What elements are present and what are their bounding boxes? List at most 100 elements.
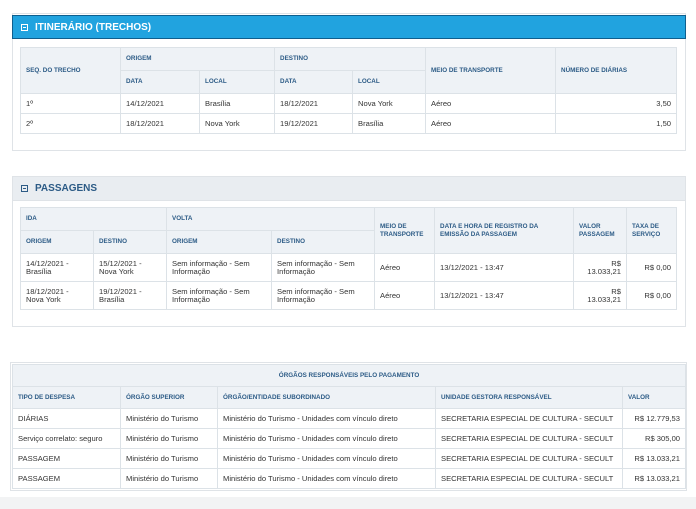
table-cell: 1,50 [555, 113, 678, 134]
itinerary-header[interactable]: ITINERÁRIO (TRECHOS) [12, 15, 686, 39]
table-cell: Sem informação - Sem Informação [166, 281, 273, 310]
table-cell: R$ 13.033,21 [621, 468, 687, 489]
tbody: 14/12/2021 - Brasília 15/12/2021 - Nova Y… [20, 253, 678, 310]
table-cell: Ministério do Turismo [120, 448, 218, 469]
column-header: ÓRGÃO/ENTIDADE SUBORDINADO [217, 386, 436, 409]
collapse-icon[interactable] [21, 23, 28, 31]
table-cell: Nova York [352, 93, 427, 114]
table-cell: 14/12/2021 - Brasília [20, 253, 94, 282]
tbody: DIÁRIAS Ministério do Turismo Ministério d… [12, 408, 687, 489]
table-cell: 18/12/2021 [274, 93, 354, 114]
table-cell: Ministério do Turismo [120, 428, 218, 449]
column-header: UNIDADE GESTORA RESPONSÁVEL [435, 386, 623, 409]
table-cell: Brasília [198, 93, 276, 114]
table-cell: Aéreo [425, 93, 557, 114]
table-row: PASSAGEM Ministério do Turismo Ministério … [12, 468, 687, 489]
table-cell: 15/12/2021 - Nova York [92, 253, 168, 282]
column-header: ORIGEM [166, 230, 273, 254]
column-header: DESTINO [92, 230, 168, 254]
table-cell: Aéreo [374, 281, 436, 310]
column-header: TAXA DE SERVIÇO [626, 207, 678, 254]
column-header: MEIO DE TRANSPORTE [374, 207, 436, 254]
table-cell: PASSAGEM [12, 448, 121, 469]
table-cell: 13/12/2021 - 13:47 [434, 281, 575, 310]
table-cell: Sem informação - Sem Informação [271, 253, 376, 282]
table-row: 1º 14/12/2021 Brasília 18/12/2021 Nova York A… [20, 93, 678, 114]
column-header: DATA E HORA DE REGISTRO DA EMISSÃO DA PA… [434, 207, 575, 254]
table-row: 2º 18/12/2021 Nova York 19/12/2021 Brasília A… [20, 113, 678, 134]
table-row: 18/12/2021 - Nova York 19/12/2021 - Brasí… [20, 281, 678, 310]
thead: SEQ. DO TRECHO ORIGEM DESTINO MEIO DE TRANS… [20, 47, 678, 94]
tr: ORIGEM DESTINO ORIGEM DESTINO [20, 230, 677, 254]
column-header: DESTINO [271, 230, 376, 254]
table-row: Serviço correlato: seguro Ministério do T… [12, 428, 687, 449]
column-header: LOCAL [352, 70, 427, 94]
table-cell: SECRETARIA ESPECIAL DE CULTURA - SECULT [435, 428, 623, 449]
table-cell: Sem informação - Sem Informação [166, 253, 273, 282]
table-cell: Serviço correlato: seguro [12, 428, 121, 449]
table-cell: SECRETARIA ESPECIAL DE CULTURA - SECULT [435, 448, 623, 469]
table-cell: Ministério do Turismo - Unidades com vín… [217, 408, 436, 429]
tr: TIPO DE DESPESA ÓRGÃO SUPERIOR ÓRGÃO/ENTID… [12, 386, 687, 409]
tickets-header[interactable]: PASSAGENS [13, 177, 685, 201]
table-cell: 18/12/2021 - Nova York [20, 281, 94, 310]
table-cell: 19/12/2021 - Brasília [92, 281, 168, 310]
itinerary-table: SEQ. DO TRECHO ORIGEM DESTINO MEIO DE TRANS… [20, 47, 678, 134]
table-cell: 2º [20, 113, 121, 134]
column-header: TIPO DE DESPESA [12, 386, 121, 409]
table-cell: Aéreo [374, 253, 436, 282]
column-header: VALOR PASSAGEM [573, 207, 628, 254]
table-cell: Ministério do Turismo [120, 468, 218, 489]
table-cell: R$ 13.033,21 [573, 253, 628, 282]
column-header: SEQ. DO TRECHO [20, 47, 121, 94]
column-header: ORIGEM [20, 230, 94, 254]
table-cell: R$ 0,00 [626, 281, 678, 310]
table-cell: DIÁRIAS [12, 408, 121, 429]
table-cell: 14/12/2021 [120, 93, 200, 114]
table-cell: Aéreo [425, 113, 557, 134]
column-header: DATA [120, 70, 200, 94]
column-header: MEIO DE TRANSPORTE [425, 47, 557, 94]
section-title: PASSAGENS [35, 183, 98, 194]
table-cell: SECRETARIA ESPECIAL DE CULTURA - SECULT [435, 468, 623, 489]
table-cell: Ministério do Turismo - Unidades com vín… [217, 448, 436, 469]
table-cell: SECRETARIA ESPECIAL DE CULTURA - SECULT [435, 408, 623, 429]
tr: ÓRGÃOS RESPONSÁVEIS PELO PAGAMENTO [11, 364, 687, 387]
table-cell: R$ 305,00 [621, 428, 687, 449]
table-cell: 18/12/2021 [120, 113, 200, 134]
table-cell: 3,50 [555, 93, 678, 114]
table-cell: R$ 12.779,53 [621, 408, 687, 429]
table-cell: Ministério do Turismo - Unidades com vín… [217, 468, 436, 489]
table-row: PASSAGEM Ministério do Turismo Ministério … [12, 448, 687, 469]
column-header: VALOR [621, 386, 687, 409]
table-cell: Ministério do Turismo - Unidades com vín… [217, 428, 436, 449]
column-header: IDA [19, 207, 168, 231]
tr: IDA VOLTA MEIO DE TRANSPORTE DATA E HORA DE… [19, 207, 678, 254]
table-cell: Nova York [198, 113, 276, 134]
column-header: VOLTA [166, 207, 376, 231]
table-cell: R$ 13.033,21 [621, 448, 687, 469]
table-cell: 1º [20, 93, 121, 114]
thead: ÓRGÃOS RESPONSÁVEIS PELO PAGAMENTO TIPO … [11, 364, 687, 409]
table-cell: R$ 13.033,21 [573, 281, 628, 310]
section-title: ITINERÁRIO (TRECHOS) [35, 21, 152, 33]
table-row: DIÁRIAS Ministério do Turismo Ministério d… [12, 408, 687, 429]
table-cell: Sem informação - Sem Informação [271, 281, 376, 310]
tickets-table: IDA VOLTA MEIO DE TRANSPORTE DATA E HORA DE… [19, 207, 678, 310]
tbody: 1º 14/12/2021 Brasília 18/12/2021 Nova York A… [20, 93, 678, 134]
column-header: DATA [274, 70, 354, 94]
thead: IDA VOLTA MEIO DE TRANSPORTE DATA E HORA DE… [19, 207, 678, 254]
tr: SEQ. DO TRECHO ORIGEM DESTINO MEIO DE TRANS… [20, 47, 678, 94]
table-cell: Ministério do Turismo [120, 408, 218, 429]
table-cell: Brasília [352, 113, 427, 134]
footer-strip [0, 497, 696, 509]
column-header: LOCAL [198, 70, 276, 94]
collapse-icon[interactable] [21, 185, 28, 192]
column-header: ORIGEM [119, 47, 276, 71]
table-cell: 19/12/2021 [274, 113, 354, 134]
column-header: ÓRGÃO SUPERIOR [120, 386, 218, 409]
table-cell: PASSAGEM [12, 468, 121, 489]
column-header: ÓRGÃOS RESPONSÁVEIS PELO PAGAMENTO [11, 364, 687, 387]
column-header: DESTINO [274, 47, 427, 71]
